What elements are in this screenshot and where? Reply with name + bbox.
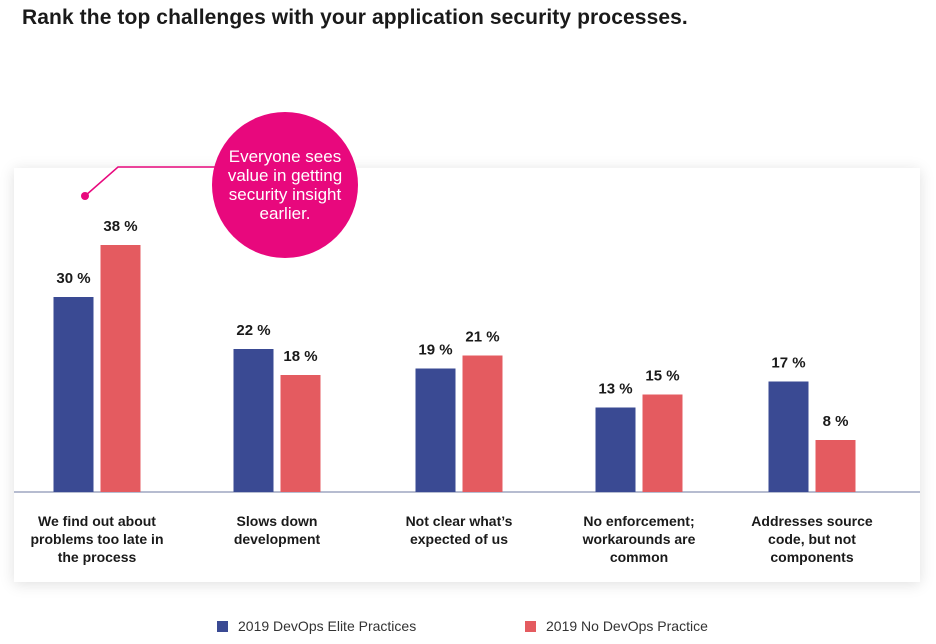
bar-elite-4 — [768, 381, 809, 492]
legend-label-no-devops: 2019 No DevOps Practice — [546, 618, 708, 634]
bar-no-devops-0 — [100, 245, 141, 492]
legend-label-elite: 2019 DevOps Elite Practices — [238, 618, 417, 634]
bar-no-devops-4 — [815, 440, 856, 492]
category-label-1: Slows down development — [234, 513, 321, 547]
legend: 2019 DevOps Elite Practices 2019 No DevO… — [0, 618, 936, 638]
bar-elite-1 — [233, 349, 274, 492]
legend-item-elite: 2019 DevOps Elite Practices — [217, 618, 416, 634]
bar-no-devops-3 — [642, 394, 683, 492]
category-label-4: Addresses source code, but not components — [751, 513, 873, 565]
category-label-0: We find out about problems too late in the… — [30, 513, 163, 565]
category-label-2: Not clear what’s expected of us — [406, 513, 513, 547]
data-label-no-devops-1: 18 % — [283, 348, 317, 365]
data-label-no-devops-4: 8 % — [823, 413, 849, 430]
bar-no-devops-2 — [462, 355, 503, 492]
category-label-3: No enforcement; workarounds are common — [582, 513, 696, 565]
data-label-no-devops-0: 38 % — [103, 218, 137, 235]
data-label-no-devops-3: 15 % — [645, 368, 679, 385]
chart-title: Rank the top challenges with your applic… — [22, 6, 688, 29]
callout-text: Everyone sees value in getting security … — [227, 147, 343, 223]
bar-elite-0 — [53, 297, 94, 492]
data-label-no-devops-2: 21 % — [465, 329, 499, 346]
legend-item-no-devops: 2019 No DevOps Practice — [525, 618, 708, 634]
callout-bubble: Everyone sees value in getting security … — [212, 112, 358, 258]
data-label-elite-1: 22 % — [236, 322, 270, 339]
legend-swatch-no-devops — [525, 620, 536, 632]
data-label-elite-0: 30 % — [56, 270, 90, 287]
data-label-elite-4: 17 % — [771, 355, 805, 372]
bar-no-devops-1 — [280, 375, 321, 492]
legend-swatch-elite — [217, 620, 228, 632]
bar-elite-3 — [595, 407, 636, 492]
data-label-elite-3: 13 % — [598, 381, 632, 398]
bar-elite-2 — [415, 368, 456, 492]
data-label-elite-2: 19 % — [418, 342, 452, 359]
